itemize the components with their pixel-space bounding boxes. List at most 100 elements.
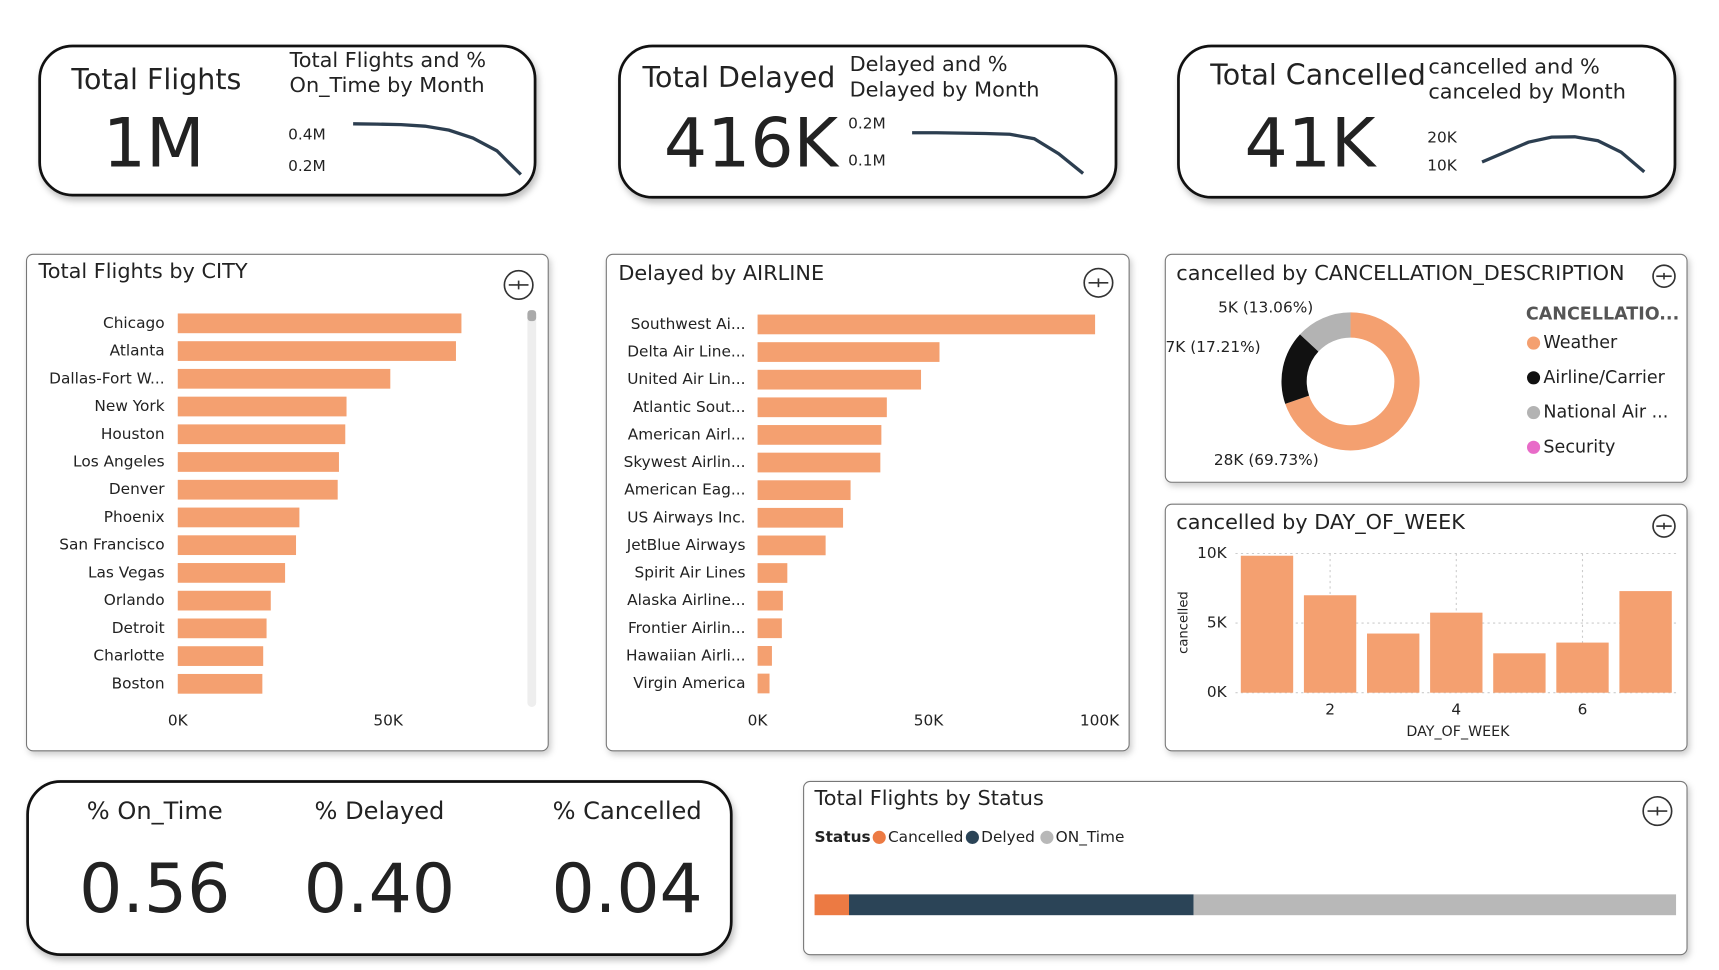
category-label: United Air Lin...: [627, 370, 745, 388]
category-label: JetBlue Airways: [626, 536, 746, 554]
bar: [1240, 555, 1294, 693]
bar: [177, 618, 267, 639]
bar: [757, 314, 1096, 335]
x-tick-label: 50K: [914, 712, 945, 730]
kpi-title: % Cancelled: [553, 797, 702, 825]
legend-label: ON_Time: [1056, 828, 1125, 847]
x-tick-label: 2: [1325, 701, 1335, 719]
bar: [757, 480, 851, 501]
bar: [757, 369, 922, 390]
card: [1177, 44, 1677, 199]
category-label: Hawaiian Airli...: [626, 646, 746, 664]
bar: [177, 646, 264, 666]
donut-slice: [1281, 334, 1319, 404]
category-label: Las Vegas: [88, 563, 165, 581]
legend-label: Weather: [1543, 333, 1618, 353]
kpi-title: % Delayed: [315, 797, 445, 825]
bar: [177, 341, 456, 361]
x-axis-label: DAY_OF_WEEK: [1406, 724, 1510, 740]
legend-marker: [1526, 440, 1541, 454]
bar: [1556, 642, 1609, 693]
bar: [757, 452, 881, 473]
bar: [177, 424, 346, 445]
chart-title: cancelled by DAY_OF_WEEK: [1176, 510, 1466, 535]
category-label: Dallas-Fort W...: [49, 369, 164, 387]
category-label: Charlotte: [93, 647, 164, 665]
chart-title: Total Flights and % On_Time by Month: [289, 48, 487, 98]
chart-title: Delayed and % Delayed by Month: [849, 52, 1040, 102]
legend-marker: [965, 830, 979, 844]
category-label: Delta Air Line...: [627, 343, 745, 361]
bar: [177, 535, 297, 556]
y-tick-label: 0K: [1207, 683, 1228, 701]
bar: [757, 618, 782, 639]
bar: [177, 368, 391, 389]
kpi-value: 0.04: [551, 850, 702, 929]
line: [353, 122, 522, 176]
bar: [757, 397, 887, 418]
bar: [177, 563, 286, 583]
kpi-value: 0.40: [304, 850, 455, 929]
card-value: 416K: [664, 105, 840, 184]
category-label: Alaska Airline...: [627, 591, 745, 609]
card-title: Total Delayed: [641, 61, 835, 94]
bar: [757, 646, 772, 666]
bar: [177, 590, 271, 611]
category-label: Chicago: [103, 314, 165, 332]
legend-label: Security: [1543, 437, 1615, 457]
bar: [177, 507, 300, 528]
legend-label: Cancelled: [888, 828, 963, 846]
bar-segment: [849, 894, 1194, 916]
bar: [177, 452, 339, 472]
category-label: San Francisco: [59, 536, 164, 554]
legend-marker: [1526, 405, 1541, 420]
bar: [757, 590, 783, 611]
bar: [1619, 591, 1672, 693]
y-tick-label: 0.2M: [288, 157, 326, 175]
category-label: Orlando: [104, 591, 165, 609]
bar: [177, 673, 263, 694]
chart-title: Delayed by AIRLINE: [618, 261, 824, 285]
category-label: Southwest Ai...: [631, 315, 746, 333]
legend-label: National Air ...: [1543, 403, 1668, 423]
bar: [177, 313, 462, 334]
line: [912, 131, 1085, 175]
category-label: Virgin America: [633, 674, 745, 692]
bar: [757, 535, 826, 556]
bar: [1430, 612, 1483, 693]
legend-title: Status: [815, 828, 871, 846]
donut-slice: [1285, 312, 1420, 451]
category-label: Frontier Airlin...: [628, 619, 746, 637]
y-tick-label: 10K: [1427, 157, 1458, 175]
scroll-thumb[interactable]: [527, 310, 537, 322]
category-label: Phoenix: [104, 508, 165, 526]
icons: [503, 264, 1676, 827]
bar: [1303, 595, 1357, 693]
legend-label: Delyed: [981, 828, 1035, 846]
category-label: Detroit: [112, 619, 165, 637]
donut-slice: [1300, 312, 1351, 352]
scrollbar[interactable]: [527, 310, 537, 707]
category-label: New York: [94, 397, 164, 415]
bar: [757, 673, 770, 694]
bar: [757, 342, 940, 362]
x-tick-label: 6: [1578, 701, 1588, 719]
category-label: Denver: [109, 480, 165, 498]
legend-title: CANCELLATIO...: [1526, 305, 1679, 325]
bar: [757, 563, 788, 583]
bar-segment: [814, 894, 850, 916]
data-label: 28K (69.73%): [1214, 451, 1319, 469]
bar: [1367, 633, 1420, 693]
x-tick-label: 0K: [748, 712, 769, 730]
category-label: American Eag...: [624, 481, 745, 499]
bar: [757, 507, 844, 528]
y-tick-label: 5K: [1207, 614, 1228, 632]
x-tick-label: 50K: [373, 712, 404, 730]
legend-label: Airline/Carrier: [1543, 368, 1665, 388]
category-label: Atlantic Sout...: [633, 398, 746, 416]
legend-marker: [872, 830, 886, 844]
card-title: Total Cancelled: [1209, 59, 1426, 92]
x-tick-label: 4: [1451, 701, 1461, 719]
